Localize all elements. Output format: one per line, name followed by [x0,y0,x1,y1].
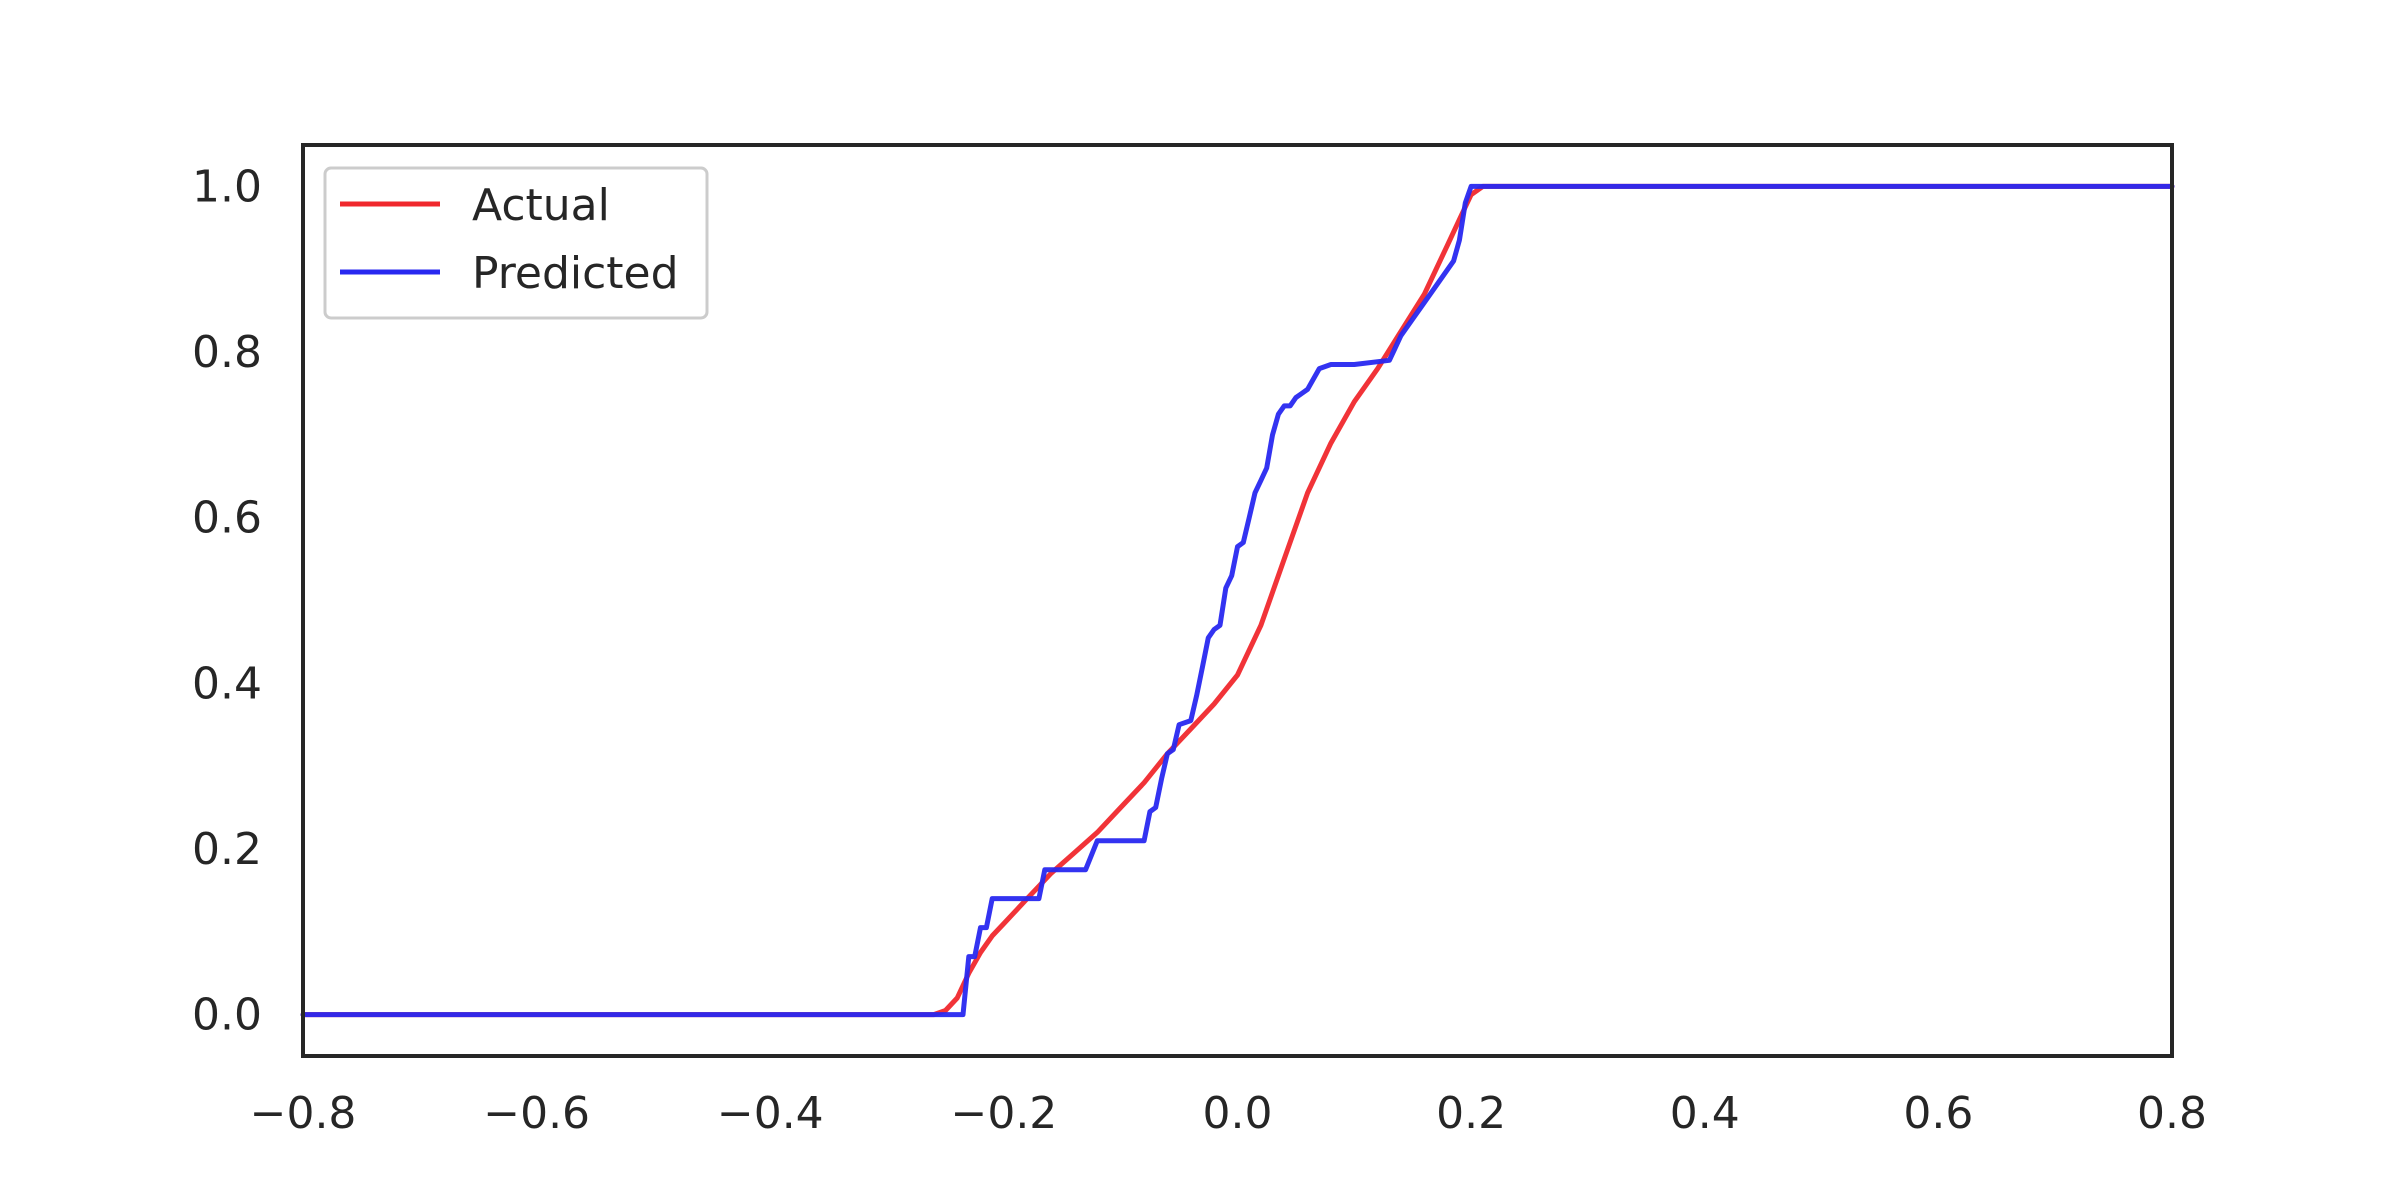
legend-label-actual: Actual [472,180,610,231]
plot-frame [301,143,2174,1058]
x-tick-label: 0.6 [1903,1088,1973,1139]
x-axis: −0.8 −0.6 −0.4 −0.2 0.0 0.2 0.4 0.6 0.8 [250,1088,2207,1139]
x-tick-label: 0.8 [2137,1088,2207,1139]
legend-label-predicted: Predicted [472,248,679,299]
y-axis: 0.0 0.2 0.4 0.6 0.8 1.0 [192,161,262,1040]
y-tick-label: 0.2 [192,824,262,875]
y-tick-label: 0.4 [192,658,262,709]
x-tick-label: −0.8 [250,1088,357,1139]
x-tick-label: 0.0 [1203,1088,1273,1139]
x-tick-label: −0.4 [717,1088,824,1139]
x-tick-label: −0.2 [950,1088,1057,1139]
y-tick-label: 1.0 [192,161,262,212]
x-tick-label: −0.6 [483,1088,590,1139]
series-line-actual [300,183,2175,1018]
series-line-predicted [300,183,2175,1018]
y-tick-label: 0.0 [192,990,262,1041]
y-tick-label: 0.6 [192,493,262,544]
series-layer [300,183,2175,1018]
x-tick-label: 0.4 [1670,1088,1740,1139]
legend: Actual Predicted [323,166,709,320]
x-tick-label: 0.2 [1436,1088,1506,1139]
y-tick-label: 0.8 [192,327,262,378]
